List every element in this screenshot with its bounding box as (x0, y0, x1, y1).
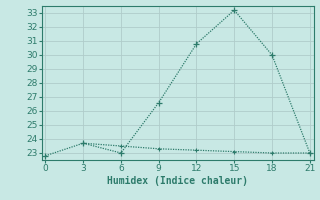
X-axis label: Humidex (Indice chaleur): Humidex (Indice chaleur) (107, 176, 248, 186)
